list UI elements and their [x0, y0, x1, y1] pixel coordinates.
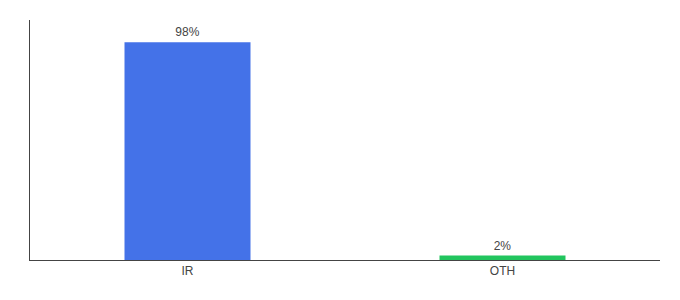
svg-text:OTH: OTH: [490, 264, 515, 278]
svg-text:2%: 2%: [494, 239, 512, 253]
svg-text:98%: 98%: [175, 25, 199, 39]
svg-text:IR: IR: [182, 264, 194, 278]
